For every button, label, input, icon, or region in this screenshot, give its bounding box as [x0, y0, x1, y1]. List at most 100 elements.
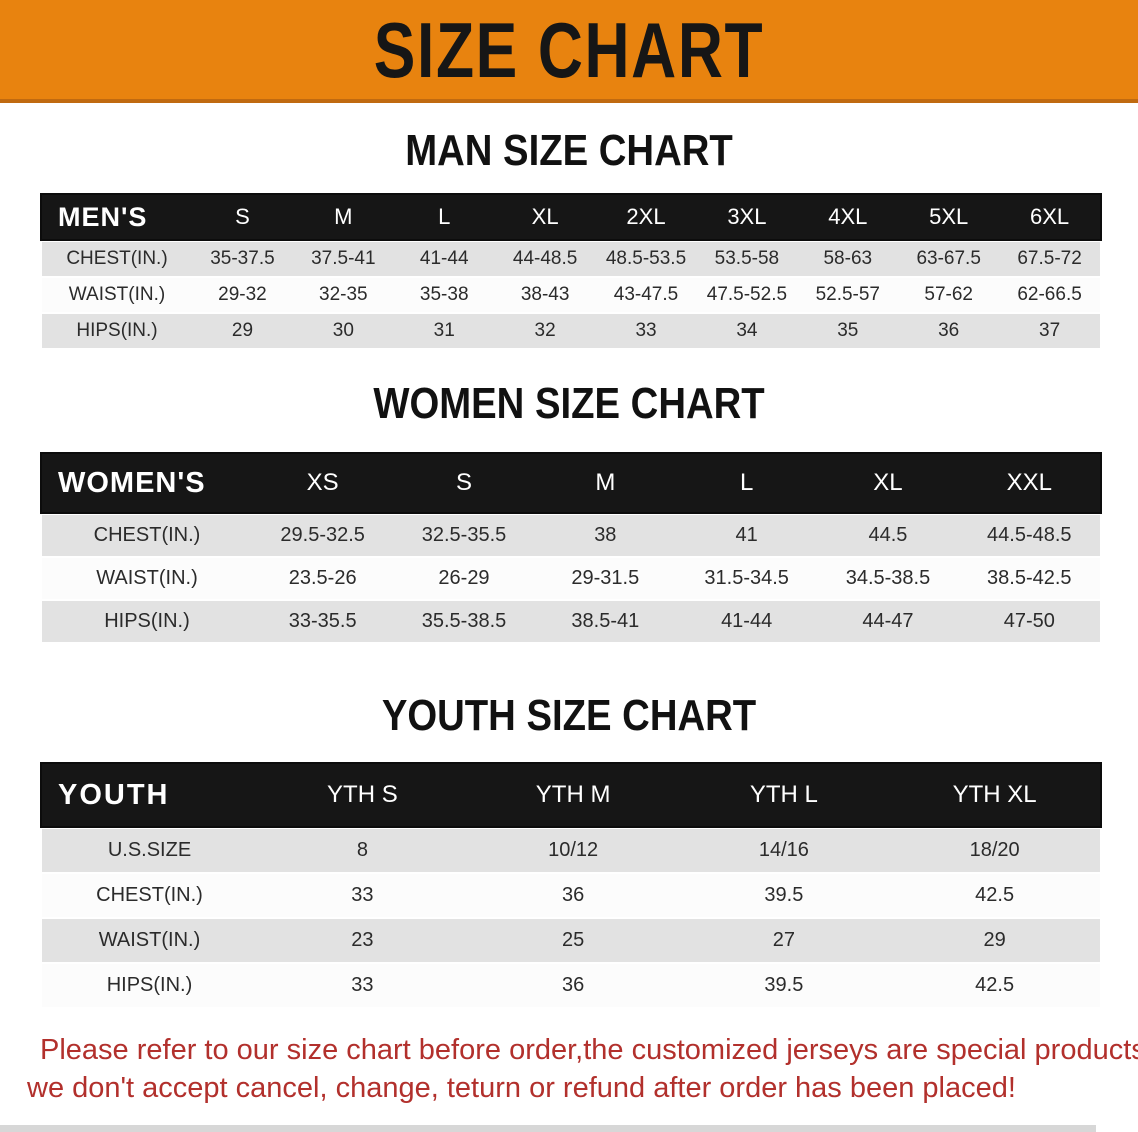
table-cell: 35-37.5: [210, 248, 275, 269]
table-cell: 36: [562, 884, 585, 906]
size-column-header: L: [739, 469, 754, 496]
table-cell: 23.5-26: [288, 567, 357, 589]
size-column-header: 2XL: [626, 204, 666, 229]
row-label: WAIST(IN.): [98, 929, 201, 951]
table-cell: 18/20: [969, 839, 1020, 861]
table-category-label: WOMEN'S: [58, 466, 206, 499]
table-cell: 29: [231, 320, 254, 341]
table-row: HIPS(IN.) 29 30 31 32 33 34 35 36 37: [42, 314, 1100, 348]
table-cell: 47.5-52.5: [706, 284, 788, 305]
table-cell: 29-31.5: [571, 567, 640, 589]
table-cell: 36: [938, 320, 960, 341]
table-cell: 33: [351, 884, 374, 906]
order-disclaimer: Please refer to our size chart before or…: [0, 1031, 1138, 1107]
table-row: HIPS(IN.) 33-35.5 35.5-38.5 38.5-41 41-44 44-…: [42, 601, 1100, 642]
table-cell: 63-67.5: [916, 248, 981, 269]
table-cell: 39.5: [764, 884, 804, 906]
table-cell: 42.5: [975, 884, 1015, 906]
table-cell: 27: [772, 929, 795, 951]
women-section-heading: WOMEN SIZE CHART: [373, 379, 765, 428]
table-header-row: YOUTH YTH S YTH M YTH L YTH XL: [42, 764, 1100, 826]
table-cell: 41-44: [419, 248, 469, 269]
table-cell: 36: [562, 974, 585, 996]
women-size-table: WOMEN'S XS S M L XL XXL CHEST(IN.) 29.5-32.5 32.5…: [42, 454, 1100, 642]
size-column-header: YTH XL: [952, 781, 1037, 808]
table-cell: 57-62: [924, 284, 973, 305]
table-row: HIPS(IN.) 33 36 39.5 42.5: [42, 964, 1100, 1007]
table-cell: 37: [1039, 320, 1061, 341]
size-column-header: 6XL: [1029, 204, 1070, 229]
table-cell: 30: [332, 320, 354, 341]
size-column-header: YTH S: [327, 781, 398, 808]
size-column-header: YTH L: [749, 781, 818, 808]
table-cell: 34: [736, 320, 758, 341]
disclaimer-line-2: we don't accept cancel, change, teturn o…: [27, 1072, 1016, 1104]
table-cell: 43-47.5: [613, 284, 679, 305]
table-row: CHEST(IN.) 35-37.5 37.5-41 41-44 44-48.5 48.5…: [42, 242, 1100, 276]
row-label: HIPS(IN.): [106, 974, 193, 996]
table-cell: 10/12: [548, 839, 599, 861]
size-column-header: L: [438, 204, 451, 229]
size-column-header: M: [334, 204, 353, 229]
size-column-header: XS: [306, 469, 339, 496]
table-row: CHEST(IN.) 33 36 39.5 42.5: [42, 874, 1100, 917]
table-cell: 33-35.5: [288, 610, 357, 632]
size-column-header: 3XL: [727, 204, 767, 229]
bottom-edge-strip: [0, 1125, 1096, 1132]
table-cell: 48.5-53.5: [605, 248, 687, 269]
men-size-table: MEN'S S M L XL 2XL 3XL 4XL 5XL 6XL CHEST(IN.) 35-37…: [42, 195, 1100, 348]
table-cell: 29.5-32.5: [280, 524, 365, 546]
table-cell: 26-29: [438, 567, 490, 589]
table-cell: 31.5-34.5: [704, 567, 789, 589]
row-label: WAIST(IN.): [96, 567, 198, 589]
table-cell: 33: [635, 320, 657, 341]
size-chart-banner: SIZE CHART: [0, 0, 1138, 103]
table-cell: 62-66.5: [1017, 284, 1082, 305]
youth-size-table: YOUTH YTH S YTH M YTH L YTH XL U.S.SIZE 8 10/12…: [42, 764, 1100, 1007]
row-label: U.S.SIZE: [107, 839, 192, 861]
row-label: CHEST(IN.): [66, 248, 168, 269]
table-cell: 14/16: [758, 839, 809, 861]
table-cell: 38-43: [520, 284, 570, 305]
disclaimer-line-1: Please refer to our size chart before or…: [40, 1034, 1138, 1066]
table-cell: 37.5-41: [311, 248, 376, 269]
table-cell: 47-50: [1003, 610, 1055, 632]
table-cell: 32.5-35.5: [421, 524, 507, 546]
table-cell: 41-44: [721, 610, 773, 632]
men-size-section: MAN SIZE CHART MEN'S S M L XL 2XL 3XL 4XL 5XL 6XL…: [0, 129, 1138, 348]
size-column-header: XL: [531, 204, 559, 229]
table-cell: 29: [983, 929, 1006, 951]
size-column-header: S: [455, 469, 472, 496]
size-column-header: XL: [873, 469, 903, 496]
table-cell: 38.5-42.5: [987, 567, 1072, 589]
youth-section-heading: YOUTH SIZE CHART: [381, 691, 757, 740]
table-row: WAIST(IN.) 23 25 27 29: [42, 919, 1100, 962]
table-cell: 35.5-38.5: [421, 610, 507, 632]
table-cell: 8: [356, 839, 368, 861]
youth-size-section: YOUTH SIZE CHART YOUTH YTH S YTH M YTH L YTH…: [0, 694, 1138, 1007]
table-cell: 41: [735, 524, 758, 546]
row-label: CHEST(IN.): [96, 884, 203, 906]
men-section-heading: MAN SIZE CHART: [405, 126, 733, 175]
size-column-header: 5XL: [929, 204, 969, 229]
table-cell: 44-47: [862, 610, 914, 632]
table-cell: 32-35: [319, 284, 368, 305]
table-cell: 23: [351, 929, 374, 951]
row-label: WAIST(IN.): [68, 284, 166, 305]
size-column-header: M: [595, 469, 616, 496]
table-cell: 35-38: [419, 284, 469, 305]
table-header-row: MEN'S S M L XL 2XL 3XL 4XL 5XL 6XL: [42, 195, 1100, 239]
table-cell: 58-63: [823, 248, 873, 269]
table-cell: 39.5: [764, 974, 804, 996]
table-header-row: WOMEN'S XS S M L XL XXL: [42, 454, 1100, 512]
table-cell: 44-48.5: [512, 248, 578, 269]
table-cell: 44.5-48.5: [987, 524, 1072, 546]
table-cell: 38: [594, 524, 617, 546]
size-column-header: XXL: [1006, 469, 1052, 496]
size-column-header: YTH M: [535, 781, 611, 808]
table-cell: 25: [562, 929, 585, 951]
table-cell: 29-32: [218, 284, 267, 305]
banner-title: SIZE CHART: [373, 5, 765, 94]
table-row: WAIST(IN.) 29-32 32-35 35-38 38-43 43-47.5 47.…: [42, 278, 1100, 312]
row-label: HIPS(IN.): [104, 610, 190, 632]
